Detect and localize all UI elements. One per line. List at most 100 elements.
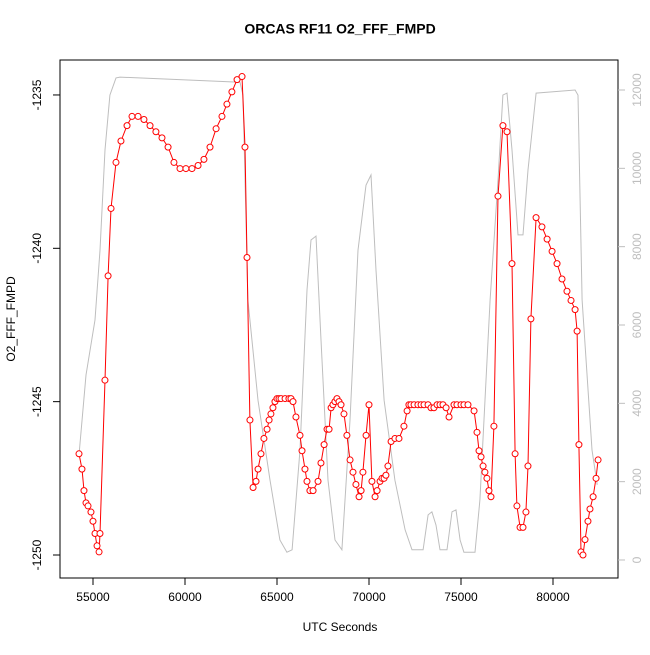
chart-title: ORCAS RF11 O2_FFF_FMPD xyxy=(244,21,435,37)
data-point xyxy=(571,306,579,314)
data-point xyxy=(382,471,390,479)
data-point xyxy=(200,155,208,163)
data-point xyxy=(470,407,478,415)
data-point xyxy=(483,474,491,482)
data-point xyxy=(75,450,83,458)
data-point xyxy=(586,505,594,513)
data-point xyxy=(346,456,354,464)
data-point xyxy=(164,143,172,151)
data-point xyxy=(349,468,357,476)
data-point xyxy=(320,441,328,449)
data-point xyxy=(212,125,220,133)
data-point xyxy=(384,462,392,470)
data-point xyxy=(80,487,88,495)
data-point xyxy=(206,143,214,151)
data-point xyxy=(592,474,600,482)
data-point xyxy=(101,376,109,384)
data-point xyxy=(494,192,502,200)
data-point xyxy=(265,416,273,424)
data-point xyxy=(579,551,587,559)
data-point xyxy=(87,508,95,516)
data-point xyxy=(581,536,589,544)
plot-frame xyxy=(59,59,619,579)
x-axis-label: UTC Seconds xyxy=(303,620,378,634)
data-point xyxy=(170,158,178,166)
data-point xyxy=(371,493,379,501)
data-point xyxy=(84,502,92,510)
data-point xyxy=(442,404,450,412)
data-point xyxy=(246,416,254,424)
y-axis-label: O2_FFF_FMPD xyxy=(4,276,18,362)
y2-tick-label: 4000 xyxy=(630,390,644,417)
data-point xyxy=(365,401,373,409)
data-point xyxy=(475,447,483,455)
data-point xyxy=(317,459,325,467)
data-point xyxy=(524,462,532,470)
data-point xyxy=(553,260,561,268)
data-point xyxy=(95,548,103,556)
data-point xyxy=(263,425,271,433)
data-point xyxy=(140,115,148,123)
data-point xyxy=(218,112,226,120)
data-point xyxy=(548,247,556,255)
data-point xyxy=(252,477,260,485)
data-point xyxy=(352,480,360,488)
data-point xyxy=(104,272,112,280)
x-tick-label: 80000 xyxy=(536,590,570,604)
data-point xyxy=(152,128,160,136)
data-point xyxy=(325,425,333,433)
data-point xyxy=(527,315,535,323)
x-tick-label: 60000 xyxy=(168,590,202,604)
data-point xyxy=(134,112,142,120)
data-point xyxy=(78,465,86,473)
data-point xyxy=(182,165,190,173)
data-point xyxy=(269,404,277,412)
data-point xyxy=(373,487,381,495)
data-point xyxy=(337,401,345,409)
data-point xyxy=(249,484,257,492)
data-point xyxy=(93,542,101,550)
data-point xyxy=(309,487,317,495)
data-point xyxy=(89,517,97,525)
data-point xyxy=(503,128,511,136)
data-point xyxy=(400,422,408,430)
data-point xyxy=(228,88,236,96)
data-point xyxy=(194,162,202,170)
y2-tick-label: 10000 xyxy=(630,151,644,185)
data-point xyxy=(563,287,571,295)
data-point xyxy=(589,493,597,501)
data-point xyxy=(289,398,297,406)
data-point xyxy=(368,477,376,485)
x-tick-label: 70000 xyxy=(352,590,386,604)
data-point xyxy=(499,122,507,130)
y-tick-label: -1245 xyxy=(30,386,44,417)
data-point xyxy=(532,214,540,222)
data-point xyxy=(176,165,184,173)
data-point xyxy=(584,517,592,525)
data-point xyxy=(362,431,370,439)
data-point xyxy=(128,112,136,120)
data-point xyxy=(267,410,275,418)
data-point xyxy=(123,122,131,130)
data-point xyxy=(575,441,583,449)
y2-tick-label: 0 xyxy=(630,556,644,563)
data-point xyxy=(343,431,351,439)
data-point xyxy=(158,134,166,142)
y-tick-label: -1235 xyxy=(30,79,44,110)
data-point xyxy=(485,487,493,495)
data-point xyxy=(508,260,516,268)
data-point xyxy=(481,468,489,476)
data-point xyxy=(107,204,115,212)
data-point xyxy=(241,143,249,151)
data-point xyxy=(188,165,196,173)
data-point xyxy=(538,223,546,231)
data-point xyxy=(243,254,251,262)
data-point xyxy=(260,434,268,442)
data-point xyxy=(558,275,566,283)
data-point xyxy=(543,235,551,243)
data-point xyxy=(464,401,472,409)
data-point xyxy=(292,413,300,421)
data-point xyxy=(301,465,309,473)
data-point xyxy=(513,502,521,510)
